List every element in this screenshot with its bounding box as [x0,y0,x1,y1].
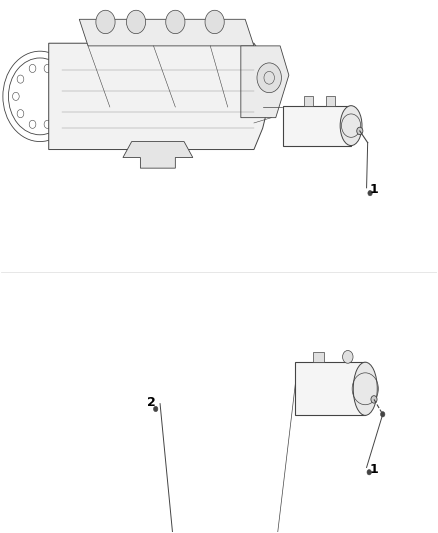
Polygon shape [241,46,289,118]
Polygon shape [123,142,193,168]
Bar [283,106,351,146]
Bar [313,352,324,362]
Ellipse shape [340,106,362,146]
Circle shape [96,10,115,34]
Text: 1: 1 [370,183,378,196]
Circle shape [368,190,372,196]
Circle shape [357,127,363,135]
Circle shape [367,470,371,475]
Circle shape [127,10,146,34]
Text: 2: 2 [147,396,155,409]
Circle shape [166,10,185,34]
Polygon shape [79,19,254,46]
Circle shape [205,10,224,34]
Bar [326,96,335,106]
Ellipse shape [353,362,377,415]
Text: 1: 1 [370,463,378,476]
Circle shape [371,395,377,403]
Polygon shape [49,43,276,150]
Circle shape [343,351,353,364]
Bar [295,362,365,415]
Circle shape [257,63,282,93]
Circle shape [153,406,158,411]
Bar [304,96,313,106]
Circle shape [381,411,385,417]
